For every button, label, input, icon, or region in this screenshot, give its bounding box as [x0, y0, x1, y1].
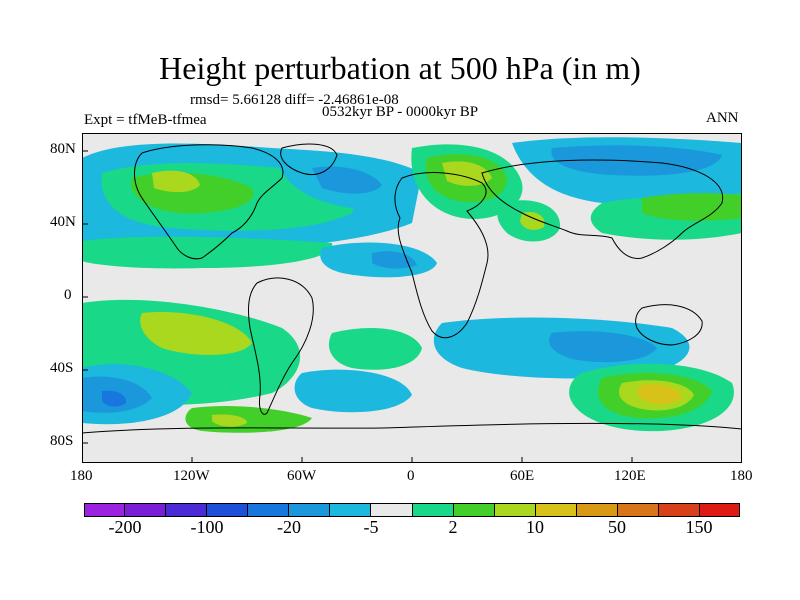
contour-nam-yellow	[152, 170, 200, 193]
colorbar-segment	[412, 503, 454, 517]
colorbar	[84, 503, 740, 517]
contour-pac-lime	[642, 193, 742, 221]
lat-label-40s: 40S	[50, 360, 74, 376]
contour-asia-dkblue	[551, 145, 722, 176]
colorbar-segment	[453, 503, 495, 517]
lon-label-120e: 120E	[614, 468, 646, 484]
stats-text: rmsd= 5.66128 diff= -2.46861e-08	[190, 92, 399, 108]
contour-sind-dkblue	[548, 331, 657, 363]
contour-arab-lime	[520, 211, 545, 230]
asia-outline	[481, 159, 724, 259]
colorbar-label-neg5: -5	[363, 517, 379, 537]
map-plot	[82, 133, 742, 463]
lon-label-60w: 60W	[287, 468, 317, 484]
colorbar-label-2: 2	[448, 517, 458, 537]
contour-atl-dkblue	[312, 166, 382, 194]
colorbar-segment	[617, 503, 659, 517]
colorbar-segment	[166, 503, 208, 517]
map-frame	[82, 133, 742, 463]
lat-label-40n: 40N	[50, 214, 76, 230]
colorbar-label-neg20: -20	[277, 517, 301, 537]
contour-aus-orange	[637, 384, 682, 405]
season-label: ANN	[706, 110, 739, 126]
contour-spac-south-yellow	[212, 414, 247, 427]
colorbar-segment	[84, 503, 126, 517]
contour-map	[82, 133, 742, 463]
colorbar-segment	[494, 503, 536, 517]
period-label: 0532kyr BP - 0000kyr BP	[322, 104, 479, 120]
contour-satl-blue	[294, 369, 412, 413]
colorbar-segment	[658, 503, 700, 517]
colorbar-segment	[330, 503, 372, 517]
colorbar-label-10: 10	[526, 517, 544, 537]
lon-label-0: 0	[407, 468, 415, 484]
colorbar-segment	[576, 503, 618, 517]
contour-spac-south	[185, 406, 312, 433]
colorbar-segment	[535, 503, 577, 517]
colorbar-label-neg200: -200	[108, 517, 142, 537]
south-america-outline	[248, 277, 314, 415]
lat-label-0: 0	[64, 287, 72, 303]
colorbar-label-50: 50	[608, 517, 626, 537]
experiment-label: Expt = tfMeB-tfmea	[84, 112, 207, 128]
colorbar-segment	[207, 503, 249, 517]
contour-satl-green	[328, 328, 422, 370]
north-america-outline	[134, 144, 284, 260]
lon-label-60e: 60E	[510, 468, 535, 484]
europe-africa-outline	[394, 172, 489, 339]
colorbar-label-150: 150	[685, 517, 713, 537]
lat-label-80s: 80S	[50, 433, 74, 449]
colorbar-segment	[289, 503, 331, 517]
colorbar-segment	[371, 503, 413, 517]
colorbar-segment	[248, 503, 290, 517]
contour-strip	[82, 236, 333, 269]
map-title: Height perturbation at 500 hPa (in m)	[159, 50, 641, 86]
antarctica-outline	[82, 422, 742, 434]
contour-midatl-dk	[372, 251, 417, 269]
lon-label-180e: 180	[730, 468, 753, 484]
contour-spac-deep	[102, 390, 127, 407]
colorbar-label-neg100: -100	[190, 517, 224, 537]
lon-label-180w: 180	[70, 468, 93, 484]
greenland-outline	[280, 143, 338, 176]
contour-spac-lime	[140, 312, 252, 355]
contour-eur-yellow	[442, 161, 492, 186]
colorbar-segment	[699, 503, 740, 517]
australia-outline	[635, 304, 703, 346]
lat-label-80n: 80N	[50, 141, 76, 157]
colorbar-segment	[125, 503, 167, 517]
lon-label-120w: 120W	[173, 468, 210, 484]
coastlines	[82, 143, 742, 434]
